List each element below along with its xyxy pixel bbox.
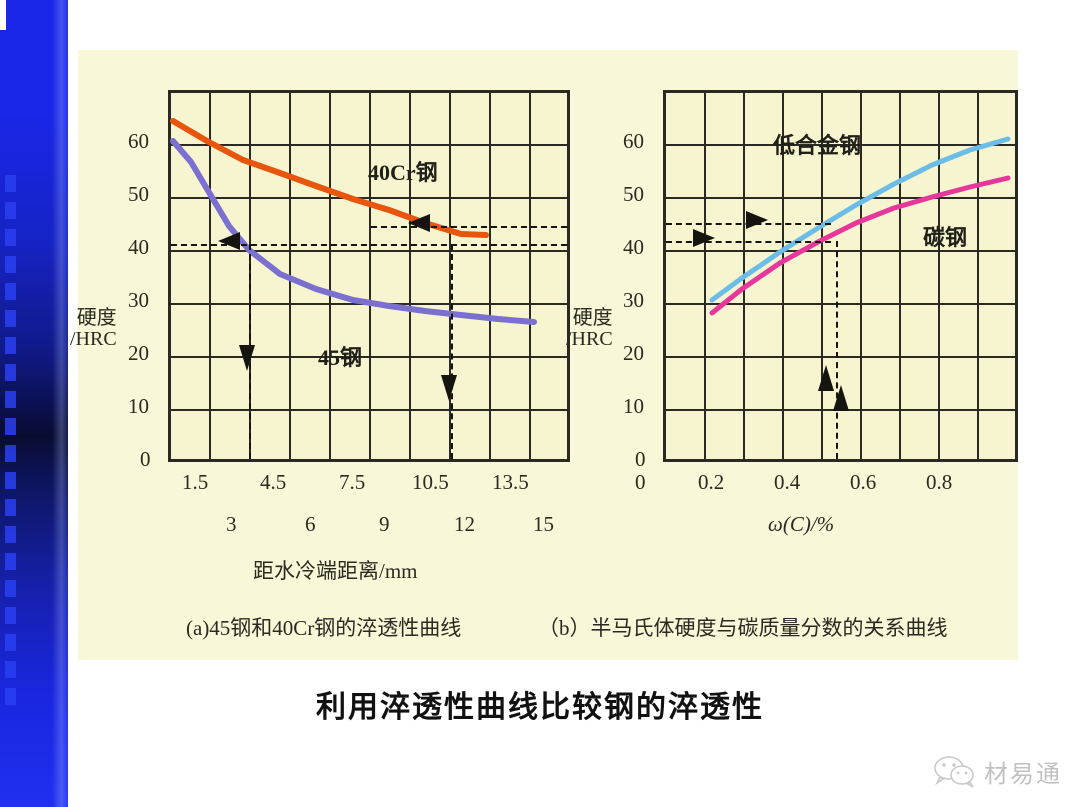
series-45-line — [170, 138, 537, 325]
series-carbon-steel-line — [709, 175, 1011, 316]
chart-a-half-martensite-guide-upper — [371, 226, 567, 228]
chart-a-xtick2-3: 3 — [226, 512, 237, 536]
chart-b-y-axis-label-line2: /HRC — [566, 328, 613, 350]
chart-b-y-axis-label: 硬度 /HRC — [566, 308, 613, 350]
chart-a-arrow-left-lower — [218, 232, 240, 250]
watermark-text: 材易通 — [984, 762, 1062, 788]
chart-b-arrow-up-2 — [833, 385, 849, 411]
chart-b-xtick-0.6: 0.6 — [850, 470, 877, 494]
chart-b-arrow-right-upper — [746, 211, 768, 229]
chart-b-xtick-0.2: 0.2 — [698, 470, 725, 494]
chart-b-guide-lower — [666, 241, 831, 243]
chart-b-ytick-30: 30 — [623, 288, 644, 312]
chart-a-xtick2-15: 15 — [533, 512, 554, 536]
chart-a-xtick-4.5: 4.5 — [260, 470, 287, 494]
chart-a-label-40cr: 40Cr钢 — [368, 160, 438, 185]
figure-panel: 40Cr钢 45钢 60 50 40 30 20 10 0 硬度 /HRC 1.… — [70, 50, 1018, 660]
chart-b-arrow-right-lower — [693, 229, 715, 247]
chart-b: 低合金钢 碳钢 60 50 40 30 20 10 0 硬度 /HRC 0 0.… — [566, 50, 1018, 610]
chart-b-curves — [709, 136, 1011, 316]
chart-b-label-carbon: 碳钢 — [923, 225, 968, 250]
chart-a-curves — [170, 118, 537, 325]
chart-b-label-low-alloy: 低合金钢 — [773, 133, 862, 158]
series-low-alloy-line — [709, 136, 1011, 303]
chart-a-arrow-down-2 — [441, 375, 457, 401]
chart-a-ytick-30: 30 — [128, 288, 149, 312]
chart-a-ytick-0: 0 — [140, 447, 151, 471]
chart-a-xtick-7.5: 7.5 — [339, 470, 366, 494]
wechat-icon — [934, 755, 974, 788]
chart-a-plot-area — [168, 90, 570, 462]
chart-a-ytick-40: 40 — [128, 235, 149, 259]
chart-a-xtick-10.5: 10.5 — [412, 470, 449, 494]
chart-b-xtick-0.8: 0.8 — [926, 470, 953, 494]
sidebar-dash-column — [5, 175, 16, 735]
chart-b-ytick-40: 40 — [623, 235, 644, 259]
chart-b-ytick-60: 60 — [623, 129, 644, 153]
chart-b-carbon-guide — [836, 241, 838, 459]
sidebar-notch — [0, 0, 6, 30]
chart-a-xtick-13.5: 13.5 — [492, 470, 529, 494]
chart-a-arrow-down-1 — [239, 345, 255, 371]
chart-b-x-axis-title: ω(C)/% — [768, 512, 835, 536]
chart-b-plot-area — [663, 90, 1018, 462]
chart-a-ytick-50: 50 — [128, 182, 149, 206]
caption-a: (a)45钢和40Cr钢的淬透性曲线 — [186, 616, 462, 640]
chart-b-ytick-50: 50 — [623, 182, 644, 206]
sidebar-sheen — [52, 0, 68, 807]
chart-b-arrow-up-1 — [818, 365, 834, 391]
chart-a-ytick-60: 60 — [128, 129, 149, 153]
chart-a-ytick-20: 20 — [128, 341, 149, 365]
chart-b-xtick-0.4: 0.4 — [774, 470, 801, 494]
chart-a-xtick2-12: 12 — [454, 512, 475, 536]
series-40cr-line — [170, 118, 489, 238]
chart-a-label-45: 45钢 — [318, 345, 363, 370]
chart-a-x-axis-title: 距水冷端距离/mm — [253, 559, 418, 583]
slide-main-title: 利用淬透性曲线比较钢的淬透性 — [316, 691, 764, 724]
chart-a-arrow-left-upper — [408, 214, 430, 232]
watermark: 材易通 — [934, 754, 1062, 789]
chart-a-y-axis-label-line1: 硬度 — [76, 307, 117, 329]
chart-b-ytick-10: 10 — [623, 394, 644, 418]
chart-a-ytick-10: 10 — [128, 394, 149, 418]
chart-a-y-axis-label: 硬度 /HRC — [70, 308, 117, 350]
chart-b-ytick-0: 0 — [635, 447, 646, 471]
chart-a-xtick2-6: 6 — [305, 512, 316, 536]
chart-b-y-axis-label-line1: 硬度 — [572, 307, 613, 329]
chart-b-ytick-20: 20 — [623, 341, 644, 365]
chart-a-xtick-1.5: 1.5 — [182, 470, 209, 494]
chart-b-xtick-0: 0 — [635, 470, 646, 494]
caption-b: （b）半马氏体硬度与碳质量分数的关系曲线 — [538, 616, 948, 640]
slide-sidebar-decoration — [0, 0, 68, 807]
chart-a: 40Cr钢 45钢 60 50 40 30 20 10 0 硬度 /HRC 1.… — [70, 50, 578, 610]
chart-a-half-martensite-guide-lower — [171, 244, 567, 246]
chart-a-depth-guide-2 — [451, 244, 453, 459]
chart-a-xtick2-9: 9 — [379, 512, 390, 536]
chart-a-y-axis-label-line2: /HRC — [70, 328, 117, 350]
